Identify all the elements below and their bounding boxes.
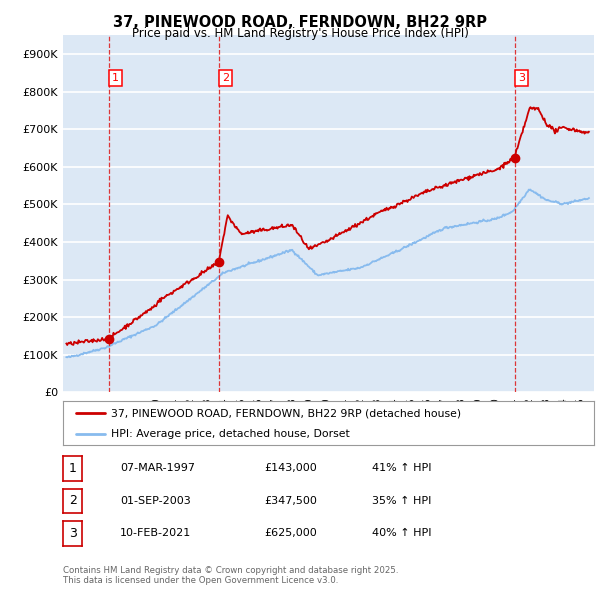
Text: 2: 2 — [68, 494, 77, 507]
Text: 10-FEB-2021: 10-FEB-2021 — [120, 529, 191, 538]
Text: Contains HM Land Registry data © Crown copyright and database right 2025.
This d: Contains HM Land Registry data © Crown c… — [63, 566, 398, 585]
Text: 35% ↑ HPI: 35% ↑ HPI — [372, 496, 431, 506]
Text: 37, PINEWOOD ROAD, FERNDOWN, BH22 9RP: 37, PINEWOOD ROAD, FERNDOWN, BH22 9RP — [113, 15, 487, 30]
Text: 07-MAR-1997: 07-MAR-1997 — [120, 464, 195, 473]
Text: £143,000: £143,000 — [264, 464, 317, 473]
Text: HPI: Average price, detached house, Dorset: HPI: Average price, detached house, Dors… — [111, 430, 350, 440]
Text: £347,500: £347,500 — [264, 496, 317, 506]
Text: 3: 3 — [68, 527, 77, 540]
Text: 37, PINEWOOD ROAD, FERNDOWN, BH22 9RP (detached house): 37, PINEWOOD ROAD, FERNDOWN, BH22 9RP (d… — [111, 408, 461, 418]
Text: 01-SEP-2003: 01-SEP-2003 — [120, 496, 191, 506]
Text: 2: 2 — [222, 73, 229, 83]
Text: 40% ↑ HPI: 40% ↑ HPI — [372, 529, 431, 538]
Text: £625,000: £625,000 — [264, 529, 317, 538]
Text: 1: 1 — [112, 73, 119, 83]
Text: 41% ↑ HPI: 41% ↑ HPI — [372, 464, 431, 473]
Text: Price paid vs. HM Land Registry's House Price Index (HPI): Price paid vs. HM Land Registry's House … — [131, 27, 469, 40]
Text: 1: 1 — [68, 462, 77, 475]
Text: 3: 3 — [518, 73, 525, 83]
